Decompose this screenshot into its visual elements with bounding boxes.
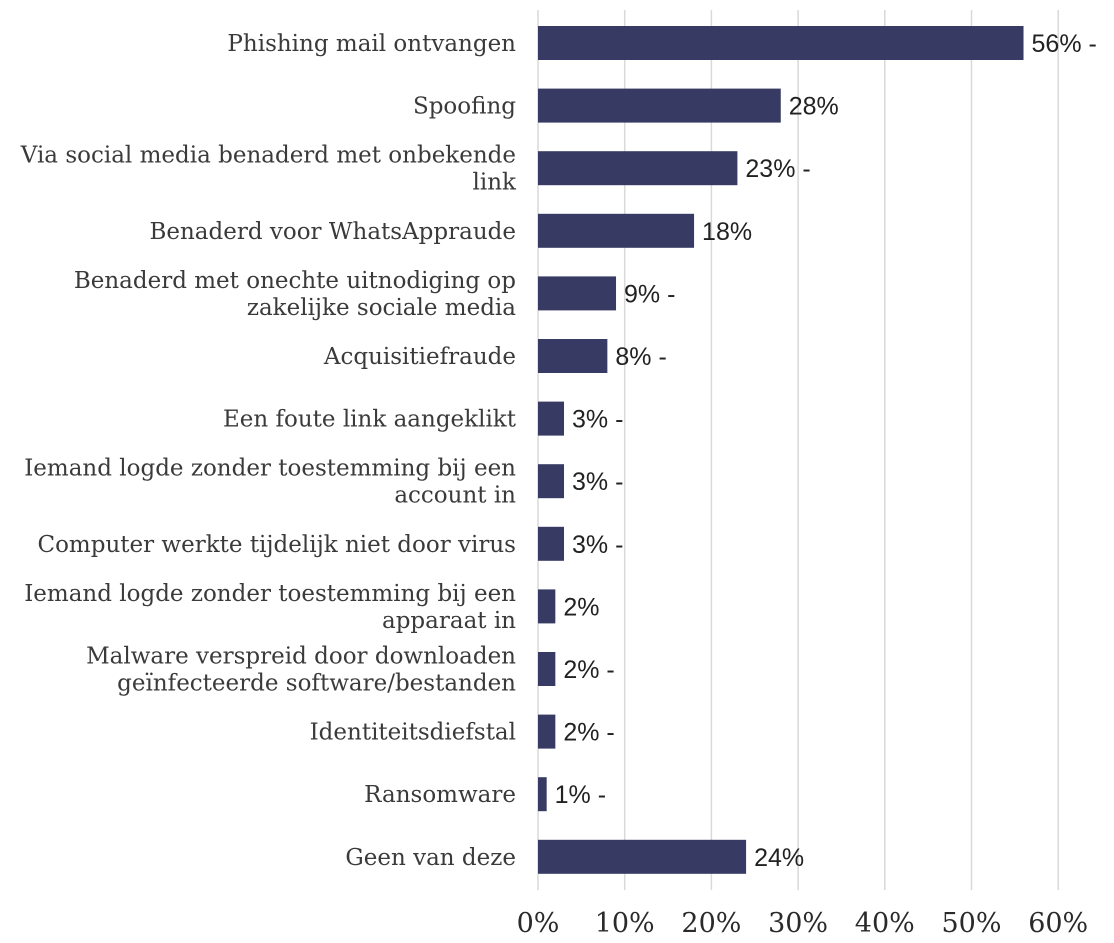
category-label-line: Iemand logde zonder toestemming bij een (24, 456, 516, 482)
category-label: Malware verspreid door downloaden geïnfec… (86, 644, 516, 697)
x-tick-label: 0% (517, 908, 560, 939)
category-labels: Phishing mail ontvangen Spoofing Via socia… (20, 31, 517, 871)
category-label-line: Phishing mail ontvangen (227, 31, 516, 57)
category-label-line: link (473, 170, 518, 196)
category-label-line: Ransomware (364, 782, 516, 808)
bar (538, 213, 695, 248)
value-label: 56% - (1032, 30, 1097, 58)
bar (538, 26, 1024, 60)
category-label-line: geïnfecteerde software/bestanden (117, 671, 516, 697)
value-label: 1% - (555, 781, 606, 809)
x-tick-label: 40% (855, 908, 915, 939)
value-label: 9% - (624, 280, 675, 308)
category-label: Iemand logde zonder toestemming bij een a… (24, 581, 516, 634)
value-labels: 56% - 28% 23% - 18% 9% - 8% - 3% - 3% - 3% - 2% 2%… (555, 30, 1097, 872)
value-label: 8% - (615, 343, 666, 371)
value-label: 2% - (563, 656, 614, 684)
category-label-line: Benaderd met onechte uitnodiging op (74, 268, 516, 294)
bar (538, 714, 556, 749)
category-label-line: account in (394, 483, 516, 509)
category-label: Computer werkte tijdelijk niet door viru… (37, 532, 516, 558)
value-label: 28% (789, 93, 839, 121)
category-label-line: zakelijke sociale media (247, 295, 516, 321)
value-label: 2% - (563, 719, 614, 747)
x-tick-label: 30% (768, 908, 828, 939)
category-label: Acquisitiefraude (323, 344, 516, 370)
bar (538, 777, 547, 812)
bar (538, 526, 565, 561)
value-label: 2% (563, 593, 599, 621)
category-label: Benaderd voor WhatsAppraude (149, 219, 516, 245)
bar (538, 401, 565, 436)
bar (538, 276, 617, 311)
bar (538, 652, 556, 686)
category-label: Iemand logde zonder toestemming bij een a… (24, 456, 516, 509)
value-label: 18% (702, 218, 752, 246)
bars (538, 26, 1024, 874)
category-label-line: Via social media benaderd met onbekende (20, 143, 516, 169)
category-label-line: Identiteitsdiefstal (310, 720, 516, 746)
bar (538, 151, 738, 186)
bar (538, 88, 781, 123)
x-tick-label: 10% (595, 908, 655, 939)
category-label: Via social media benaderd met onbekende l… (20, 143, 517, 196)
value-label: 23% - (745, 155, 810, 183)
bar (538, 339, 608, 373)
category-label-line: Een foute link aangeklikt (223, 407, 517, 433)
category-label-line: Computer werkte tijdelijk niet door viru… (37, 532, 516, 558)
category-label: Ransomware (364, 782, 516, 808)
category-label: Spoofing (413, 94, 516, 120)
category-label-line: Iemand logde zonder toestemming bij een (24, 581, 516, 607)
category-label: Phishing mail ontvangen (227, 31, 516, 57)
x-tick-label: 60% (1028, 908, 1088, 939)
category-label: Een foute link aangeklikt (223, 407, 517, 433)
category-label: Identiteitsdiefstal (310, 720, 516, 746)
bar (538, 464, 565, 499)
category-label-line: apparaat in (382, 608, 516, 634)
bar (538, 839, 747, 874)
category-label-line: Benaderd voor WhatsAppraude (149, 219, 516, 245)
category-label-line: Malware verspreid door downloaden (86, 644, 516, 670)
category-label-line: Geen van deze (345, 845, 516, 871)
x-tick-label: 50% (941, 908, 1001, 939)
value-label: 3% - (572, 468, 623, 496)
bar (538, 589, 556, 624)
category-label-line: Spoofing (413, 94, 516, 120)
x-axis-tick-labels: 0% 10% 20% 30% 40% 50% 60% (517, 908, 1089, 939)
grid-lines (537, 10, 1059, 890)
category-label: Benaderd met onechte uitnodiging op zakel… (74, 268, 516, 321)
category-label: Geen van deze (345, 845, 516, 871)
value-label: 3% - (572, 531, 623, 559)
category-label-line: Acquisitiefraude (323, 344, 516, 370)
value-label: 24% (754, 844, 804, 872)
x-tick-label: 20% (681, 908, 741, 939)
value-label: 3% - (572, 406, 623, 434)
